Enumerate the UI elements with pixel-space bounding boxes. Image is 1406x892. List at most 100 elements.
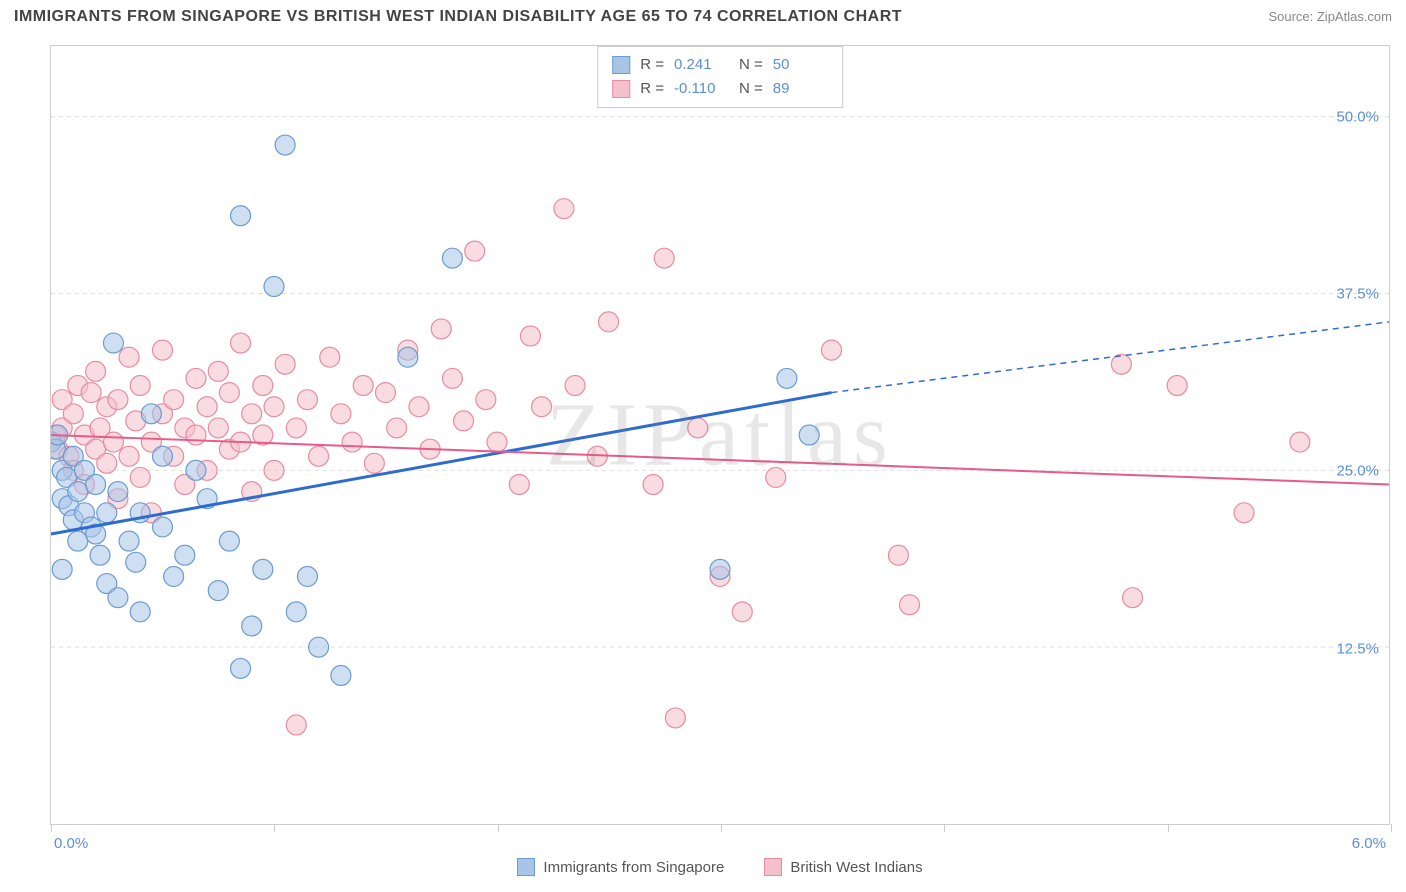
scatter-point [108, 482, 128, 502]
scatter-point [376, 383, 396, 403]
scatter-point [86, 475, 106, 495]
scatter-point [231, 658, 251, 678]
scatter-point [476, 390, 496, 410]
x-min-label: 0.0% [54, 835, 88, 852]
scatter-point [509, 475, 529, 495]
scatter-point [68, 482, 88, 502]
legend-row-series2: R = -0.110 N = 89 [612, 77, 828, 101]
scatter-point [52, 559, 72, 579]
chart-title: IMMIGRANTS FROM SINGAPORE VS BRITISH WES… [14, 8, 902, 26]
scatter-point [342, 432, 362, 452]
scatter-point [153, 340, 173, 360]
scatter-point [331, 404, 351, 424]
series-legend: Immigrants from Singapore British West I… [50, 858, 1390, 876]
scatter-point [141, 404, 161, 424]
scatter-svg [51, 46, 1389, 824]
scatter-point [186, 425, 206, 445]
scatter-point [1111, 354, 1131, 374]
scatter-point [153, 517, 173, 537]
scatter-point [900, 595, 920, 615]
scatter-point [119, 347, 139, 367]
y-tick-label: 37.5% [1336, 286, 1379, 303]
scatter-point [186, 368, 206, 388]
scatter-point [665, 708, 685, 728]
scatter-point [231, 206, 251, 226]
r-value-series2: -0.110 [674, 77, 729, 101]
scatter-point [90, 545, 110, 565]
scatter-point [309, 637, 329, 657]
scatter-point [1290, 432, 1310, 452]
swatch-series1-icon [517, 858, 535, 876]
x-tick [51, 824, 52, 832]
legend-item-series2: British West Indians [764, 858, 922, 876]
scatter-point [208, 361, 228, 381]
scatter-point [264, 397, 284, 417]
r-value-series1: 0.241 [674, 53, 729, 77]
scatter-point [387, 418, 407, 438]
scatter-point [253, 559, 273, 579]
scatter-point [822, 340, 842, 360]
scatter-point [231, 333, 251, 353]
scatter-point [103, 432, 123, 452]
scatter-point [286, 602, 306, 622]
scatter-point [1167, 376, 1187, 396]
scatter-point [108, 390, 128, 410]
scatter-point [130, 467, 150, 487]
scatter-point [710, 559, 730, 579]
scatter-point [153, 446, 173, 466]
scatter-point [197, 397, 217, 417]
x-tick [498, 824, 499, 832]
scatter-point [97, 453, 117, 473]
scatter-point [442, 368, 462, 388]
scatter-point [164, 566, 184, 586]
n-value-series1: 50 [773, 53, 828, 77]
scatter-point [208, 418, 228, 438]
scatter-point [119, 531, 139, 551]
scatter-point [119, 446, 139, 466]
scatter-point [219, 531, 239, 551]
x-tick [1391, 824, 1392, 832]
swatch-series2 [612, 80, 630, 98]
x-max-label: 6.0% [1352, 835, 1386, 852]
swatch-series1 [612, 56, 630, 74]
scatter-point [63, 404, 83, 424]
scatter-point [275, 354, 295, 374]
scatter-point [888, 545, 908, 565]
scatter-point [732, 602, 752, 622]
scatter-point [442, 248, 462, 268]
scatter-point [86, 361, 106, 381]
scatter-point [103, 333, 123, 353]
chart-plot-area: R = 0.241 N = 50 R = -0.110 N = 89 ZIPat… [50, 45, 1390, 825]
scatter-point [264, 276, 284, 296]
scatter-point [186, 460, 206, 480]
scatter-point [454, 411, 474, 431]
x-tick [721, 824, 722, 832]
scatter-point [164, 390, 184, 410]
scatter-point [286, 418, 306, 438]
scatter-point [643, 475, 663, 495]
y-tick-label: 25.0% [1336, 463, 1379, 480]
legend-item-series1: Immigrants from Singapore [517, 858, 724, 876]
scatter-point [409, 397, 429, 417]
scatter-point [108, 588, 128, 608]
scatter-point [654, 248, 674, 268]
scatter-point [331, 665, 351, 685]
scatter-point [554, 199, 574, 219]
correlation-legend: R = 0.241 N = 50 R = -0.110 N = 89 [597, 46, 843, 108]
source-attribution: Source: ZipAtlas.com [1268, 9, 1392, 24]
scatter-point [799, 425, 819, 445]
scatter-point [297, 566, 317, 586]
scatter-point [565, 376, 585, 396]
scatter-point [175, 545, 195, 565]
scatter-point [275, 135, 295, 155]
scatter-point [1234, 503, 1254, 523]
legend-label-series1: Immigrants from Singapore [543, 859, 724, 876]
scatter-point [599, 312, 619, 332]
scatter-point [487, 432, 507, 452]
scatter-point [766, 467, 786, 487]
scatter-point [320, 347, 340, 367]
scatter-point [97, 503, 117, 523]
y-tick-label: 12.5% [1336, 640, 1379, 657]
scatter-point [286, 715, 306, 735]
scatter-point [242, 404, 262, 424]
